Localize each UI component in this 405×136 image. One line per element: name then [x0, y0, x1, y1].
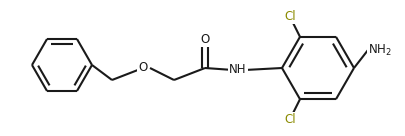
Text: NH$_2$: NH$_2$ — [367, 42, 391, 58]
Text: Cl: Cl — [284, 10, 295, 23]
Text: NH: NH — [229, 64, 246, 76]
Text: Cl: Cl — [284, 113, 295, 126]
Text: O: O — [200, 33, 209, 47]
Text: O: O — [138, 61, 147, 75]
